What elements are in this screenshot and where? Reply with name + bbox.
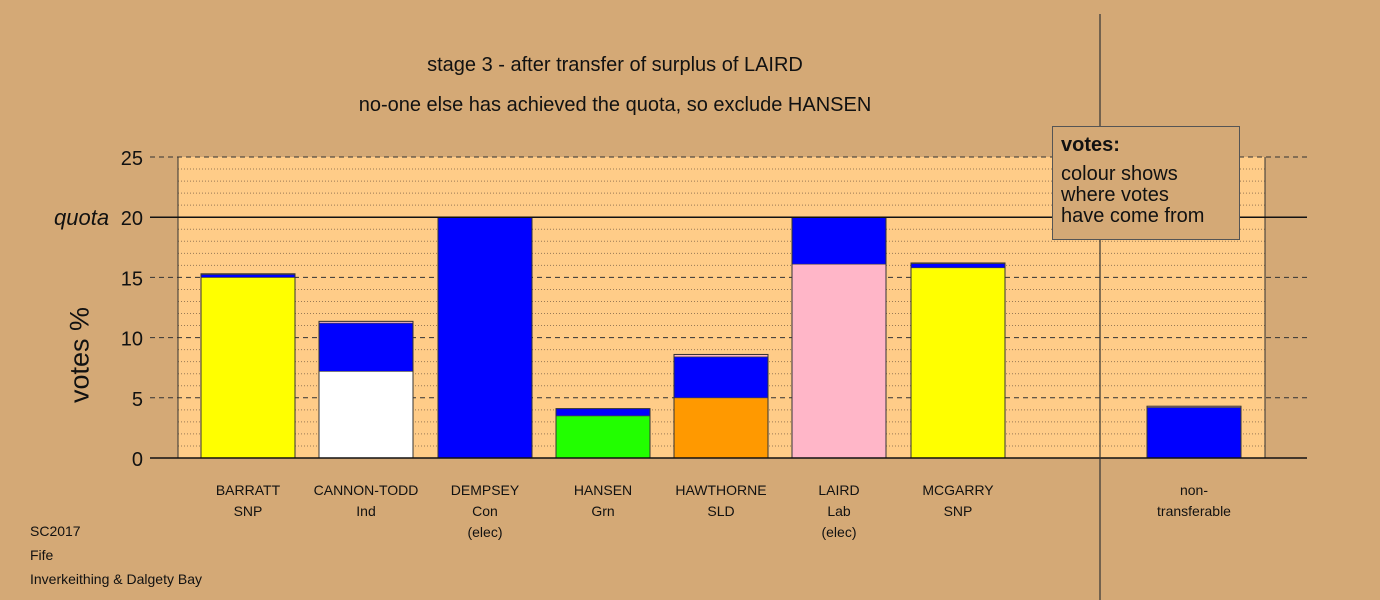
candidate-party: Con [472, 503, 498, 519]
candidate-name: BARRATT [215, 482, 281, 498]
bar-hansen-segment [555, 408, 651, 417]
bar-cannon-todd-segment [318, 322, 414, 372]
candidate-note: (elec) [821, 524, 857, 540]
bar-laird-segment [791, 263, 887, 459]
candidate-name: MCGARRY [922, 482, 994, 498]
legend-title: votes: [1061, 134, 1120, 156]
legend-line: colour shows [1061, 163, 1178, 185]
candidate-name: HAWTHORNE [675, 482, 767, 498]
category-label-mcgarry: MCGARRY SNP [893, 480, 1023, 522]
candidate-note: (elec) [467, 524, 503, 540]
category-label-nontransferable: non- transferable [1129, 480, 1259, 522]
bar-cannon-todd-segment [318, 371, 414, 459]
category-label-dempsey: DEMPSEY Con (elec) [420, 480, 550, 543]
nontransferable-line: transferable [1157, 503, 1231, 519]
bar-mcgarry-segment [910, 267, 1006, 459]
y-axis-label: votes % [64, 306, 95, 404]
bar-mcgarry-segment [910, 263, 1006, 269]
bar-dempsey-segment [437, 216, 533, 459]
chart-subtitle: no-one else has achieved the quota, so e… [358, 94, 872, 116]
source-label: Inverkeithing & Dalgety Bay [30, 571, 202, 587]
legend-line: where votes [1061, 184, 1169, 206]
candidate-party: Lab [827, 503, 851, 519]
bar-barratt-segment [200, 277, 296, 459]
bar-nontransferable-segment [1146, 407, 1242, 459]
quota-label: quota [54, 205, 110, 230]
category-label-hansen: HANSEN Grn [538, 480, 668, 522]
candidate-name: CANNON-TODD [313, 482, 419, 498]
legend-line: have come from [1061, 205, 1205, 227]
nontransferable-line: non- [1179, 482, 1209, 498]
bar-hawthorne-segment [673, 397, 769, 459]
source-label: SC2017 [30, 523, 81, 539]
legend: votes: colour shows where votes have com… [1052, 126, 1240, 240]
y-tick-label: 15 [121, 268, 143, 290]
candidate-name: HANSEN [573, 482, 633, 498]
category-label-laird: LAIRD Lab (elec) [774, 480, 904, 543]
y-tick-label: 0 [132, 449, 143, 471]
bar-hansen-segment [555, 415, 651, 459]
category-label-hawthorne: HAWTHORNE SLD [656, 480, 786, 522]
candidate-party: SLD [707, 503, 735, 519]
candidate-party: Ind [356, 503, 376, 519]
y-tick-label: 10 [121, 329, 143, 351]
candidate-party: SNP [233, 503, 263, 519]
bar-barratt-segment [200, 274, 296, 278]
y-tick-label: 20 [121, 208, 143, 230]
chart-title: stage 3 - after transfer of surplus of L… [427, 54, 803, 76]
bar-laird-segment [791, 216, 887, 265]
category-label-barratt: BARRATT SNP [183, 480, 313, 522]
candidate-party: Grn [591, 503, 615, 519]
y-tick-label: 25 [121, 148, 143, 170]
candidate-name: LAIRD [818, 482, 860, 498]
candidate-party: SNP [943, 503, 973, 519]
candidate-name: DEMPSEY [450, 482, 520, 498]
y-tick-label: 5 [132, 389, 143, 411]
bar-hawthorne-segment [673, 356, 769, 399]
category-label-cannon-todd: CANNON-TODD Ind [301, 480, 431, 522]
source-label: Fife [30, 547, 54, 563]
